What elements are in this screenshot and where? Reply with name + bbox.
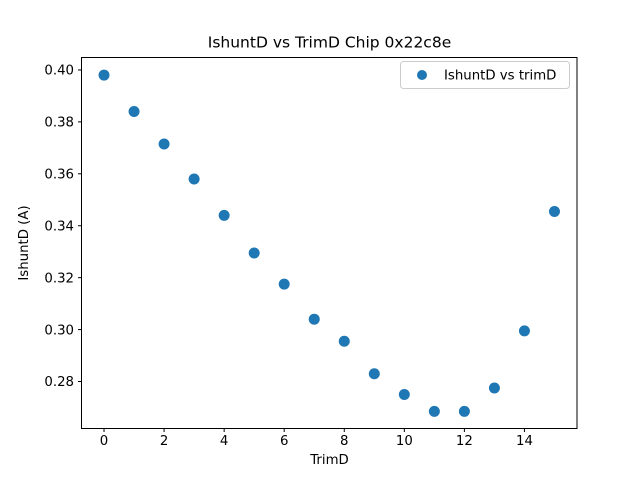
data-point bbox=[428, 405, 440, 417]
x-tick-label: 2 bbox=[160, 434, 168, 449]
x-tick-label: 14 bbox=[516, 434, 533, 449]
data-point bbox=[458, 405, 470, 417]
data-point bbox=[308, 313, 320, 325]
x-tick-label: 8 bbox=[340, 434, 348, 449]
x-tick-label: 12 bbox=[456, 434, 473, 449]
plot-area bbox=[81, 57, 578, 429]
x-tick-label: 10 bbox=[396, 434, 413, 449]
data-point bbox=[248, 247, 260, 259]
data-point bbox=[338, 335, 350, 347]
x-tick-label: 6 bbox=[280, 434, 288, 449]
data-point bbox=[278, 278, 290, 290]
data-point bbox=[518, 325, 530, 337]
data-point bbox=[98, 69, 110, 81]
data-point bbox=[188, 173, 200, 185]
data-points bbox=[98, 69, 560, 417]
y-tick-label: 0.32 bbox=[44, 271, 74, 286]
y-axis-label: IshuntD (A) bbox=[17, 205, 32, 280]
data-point bbox=[128, 106, 140, 118]
data-point bbox=[488, 382, 500, 394]
chart-title: IshuntD vs TrimD Chip 0x22c8e bbox=[208, 34, 451, 52]
plot-frame bbox=[81, 57, 578, 429]
y-tick-label: 0.34 bbox=[44, 219, 74, 234]
data-point bbox=[548, 205, 560, 217]
y-tick-label: 0.36 bbox=[44, 168, 74, 183]
legend: IshuntD vs trimD bbox=[400, 61, 570, 89]
legend-marker-icon bbox=[417, 70, 427, 80]
x-tick-label: 4 bbox=[220, 434, 228, 449]
legend-box bbox=[400, 61, 570, 89]
y-axis: 0.28 0.30 0.32 0.34 0.36 0.38 0.40 bbox=[44, 64, 82, 390]
legend-label: IshuntD vs trimD bbox=[444, 69, 556, 84]
data-point bbox=[218, 209, 230, 221]
y-tick-label: 0.38 bbox=[44, 116, 74, 131]
x-tick-label: 0 bbox=[100, 434, 108, 449]
y-tick-label: 0.30 bbox=[44, 323, 74, 338]
data-point bbox=[368, 368, 380, 380]
y-tick-label: 0.40 bbox=[44, 64, 74, 79]
x-axis-label: TrimD bbox=[309, 453, 349, 468]
data-point bbox=[398, 388, 410, 400]
y-tick-label: 0.28 bbox=[44, 375, 74, 390]
data-point bbox=[158, 138, 170, 150]
x-axis: 0 2 4 6 8 10 12 14 bbox=[100, 428, 533, 449]
